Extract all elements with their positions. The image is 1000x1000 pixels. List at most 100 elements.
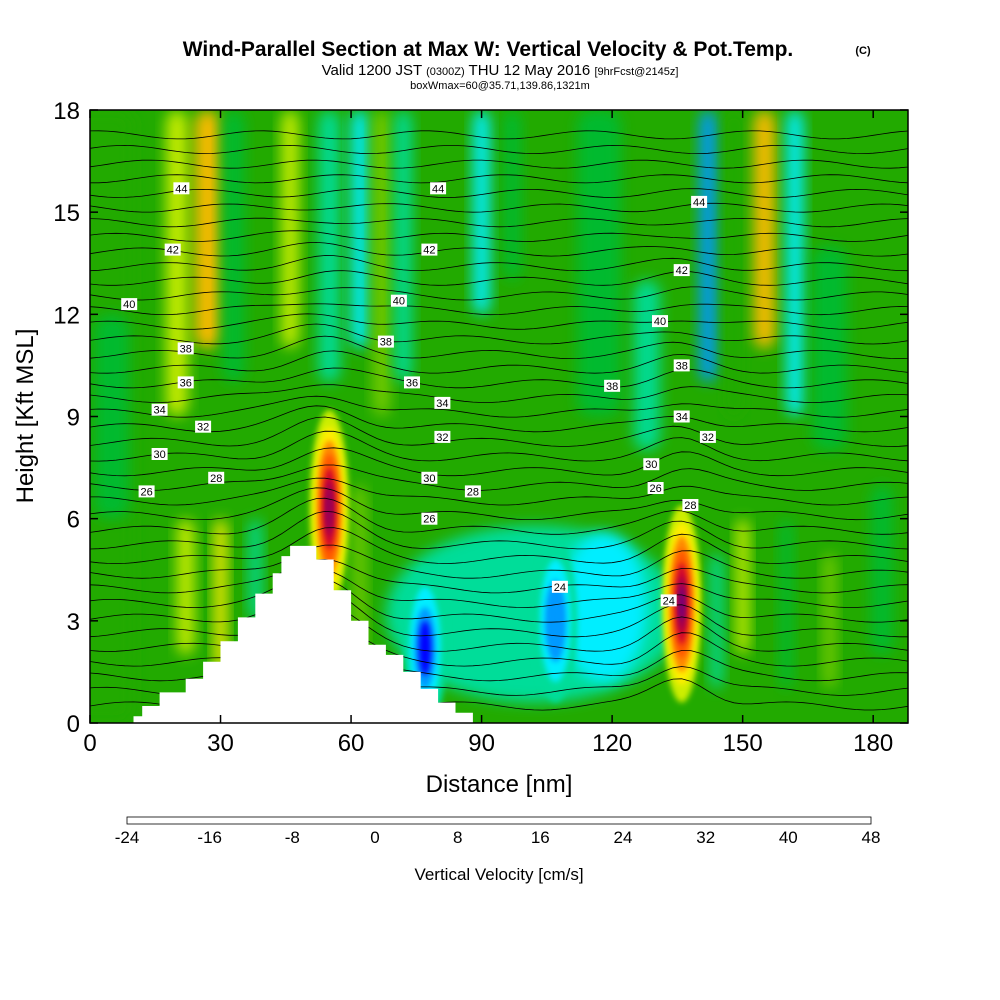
terrain: [90, 545, 908, 723]
isentrope-label: 26: [138, 485, 155, 498]
chart-subtitle: Valid 1200 JST (0300Z) THU 12 May 2016 […: [322, 62, 679, 79]
isentrope-label-text: 26: [423, 514, 435, 526]
plot-area: 44 44 44 42 42 42 40 40 40 38 38 38 38 36 36 34 34 34 32 32…: [90, 110, 908, 723]
y-tick-label: 15: [53, 200, 80, 227]
y-tick-label: 18: [53, 98, 80, 125]
isentrope: [90, 558, 908, 594]
isentrope-label: 30: [151, 448, 168, 461]
isentrope-label: 28: [208, 471, 225, 485]
isentrope: [90, 130, 908, 140]
isentrope-label: 38: [177, 342, 194, 355]
isentrope-label-box: [434, 396, 451, 409]
isentrope-label-text: 44: [693, 197, 705, 209]
isentrope-label: 42: [673, 264, 690, 277]
isentrope: [90, 510, 908, 550]
x-tick-label: 90: [468, 730, 495, 757]
colorbar-tick-label: 24: [614, 828, 633, 847]
isentrope: [90, 217, 908, 228]
isentrope-label-box: [464, 485, 481, 498]
isentrope-label: 24: [551, 580, 568, 594]
isentrope-label: 36: [177, 376, 194, 389]
isentrope: [90, 384, 908, 403]
isentrope-label-text: 38: [606, 381, 618, 393]
isentrope-label-text: 34: [153, 405, 165, 417]
velocity-band: [736, 518, 750, 655]
isentrope-labels: 44 44 44 42 42 42 40 40 40 38 38 38 38 36 36 34 34 34 32 32…: [121, 182, 716, 607]
velocity-band: [823, 552, 837, 689]
colorbar-tick-label: 32: [696, 828, 715, 847]
isentrope: [90, 395, 908, 418]
isentrope: [90, 497, 908, 535]
isentrope-label-text: 30: [423, 473, 435, 485]
y-tick-label: 9: [67, 405, 80, 432]
isentrope: [90, 255, 908, 272]
isentrope-label-text: 28: [467, 486, 479, 498]
isentrope-label-box: [660, 594, 677, 607]
colorbar-tick-label: -24: [115, 828, 140, 847]
isentrope-label-box: [604, 379, 621, 392]
isentrope-label-text: 44: [175, 183, 187, 195]
isentrope-label: 30: [421, 471, 438, 485]
isentrope: [90, 303, 908, 316]
isentrope-label-text: 28: [210, 473, 222, 485]
isentrope-label-text: 26: [140, 486, 152, 498]
isentrope-label-text: 32: [436, 432, 448, 444]
isentrope-label-box: [421, 512, 438, 525]
velocity-band: [281, 110, 299, 349]
isentrope: [90, 174, 908, 184]
isentrope-label-text: 30: [645, 459, 657, 471]
isentrope-label: 38: [673, 359, 690, 372]
isentrope-label-text: 36: [180, 377, 192, 389]
velocity-band: [503, 110, 521, 281]
updraft-core: [327, 491, 332, 526]
velocity-field: [90, 110, 893, 723]
isentrope-label-box: [673, 359, 690, 372]
colorbar-tick-label: 8: [453, 828, 462, 847]
isentrope-label-box: [643, 458, 660, 471]
isentrope: [90, 430, 908, 462]
isentrope-label: 42: [421, 243, 438, 257]
isentrope-label-box: [430, 182, 447, 195]
isentrope-label: 40: [390, 294, 407, 308]
isentrope-label: 44: [173, 182, 190, 195]
isentrope-label-box: [390, 294, 407, 307]
isentrope-label: 28: [464, 485, 481, 498]
colorbar-frame: [126, 816, 872, 825]
velocity-band: [577, 110, 621, 417]
colorbar-tick-label: 48: [862, 828, 881, 847]
isentrope-label: 44: [691, 195, 708, 209]
velocity-band: [222, 110, 245, 383]
isentrope: [90, 144, 908, 155]
isentrope-label: 38: [604, 379, 621, 393]
isentrope: [90, 569, 908, 608]
isentrope: [90, 313, 908, 330]
isentrope-label-box: [421, 471, 438, 484]
isentrope-label: 34: [673, 410, 690, 424]
subtitle-date: THU 12 May 2016: [469, 62, 591, 79]
isentrope-label: 40: [121, 298, 138, 311]
isentrope-label-box: [691, 195, 708, 208]
x-tick-label: 180: [853, 730, 893, 757]
x-tick-label: 150: [723, 730, 763, 757]
velocity-band: [318, 110, 341, 383]
isentrope-label: 38: [377, 335, 394, 349]
x-tick-label: 0: [83, 730, 96, 757]
isentrope-label-box: [404, 376, 420, 389]
isentrope: [90, 416, 908, 447]
isentrope-label: 32: [195, 420, 212, 434]
velocity-band: [351, 110, 369, 349]
isentrope-label-box: [652, 315, 668, 328]
isentrope-label-text: 42: [167, 245, 179, 257]
isentrope-label-text: 38: [380, 337, 392, 349]
velocity-band: [633, 280, 660, 451]
colorbar-tick-label: -16: [197, 828, 222, 847]
x-tick-label: 120: [592, 730, 632, 757]
isentrope-label-box: [551, 580, 568, 593]
colorbar-label: Vertical Velocity [cm/s]: [414, 865, 583, 884]
isentrope: [90, 405, 908, 433]
velocity-band: [372, 110, 391, 417]
velocity-band: [812, 246, 848, 451]
isentrope: [90, 159, 908, 169]
